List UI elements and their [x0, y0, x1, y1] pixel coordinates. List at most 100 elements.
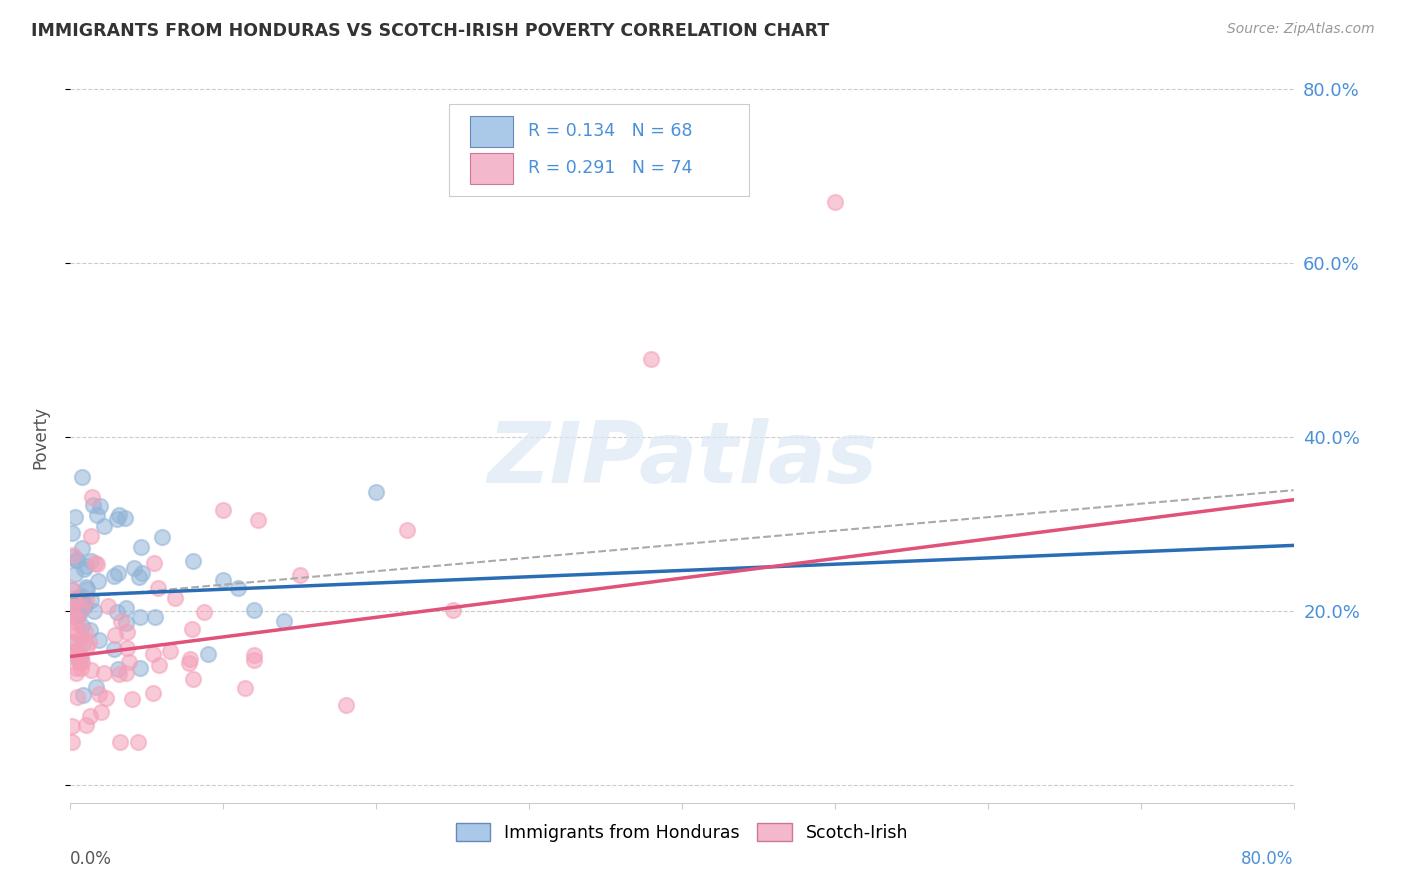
Point — [67, 592, 90, 607]
Point — [60, 526, 83, 541]
Point — [103, 641, 125, 656]
Point — [640, 351, 662, 366]
Point — [108, 666, 131, 681]
Point — [67, 608, 90, 623]
Point — [90, 705, 112, 719]
Point — [181, 554, 204, 568]
Point — [93, 519, 115, 533]
Point — [103, 569, 125, 583]
Point — [129, 541, 152, 555]
Point — [114, 601, 136, 615]
Point — [72, 593, 94, 607]
Point — [62, 549, 84, 564]
Point — [107, 566, 129, 581]
Point — [67, 599, 90, 613]
Point — [87, 574, 110, 589]
FancyBboxPatch shape — [450, 104, 749, 195]
Point — [79, 553, 101, 567]
Point — [62, 591, 84, 606]
Point — [395, 523, 418, 537]
Point — [63, 644, 86, 658]
Legend: Immigrants from Honduras, Scotch-Irish: Immigrants from Honduras, Scotch-Irish — [449, 816, 915, 849]
Point — [243, 603, 266, 617]
Bar — [470, 116, 513, 147]
Point — [107, 662, 129, 676]
Point — [824, 194, 846, 209]
Point — [79, 623, 101, 637]
Point — [143, 609, 166, 624]
Point — [82, 498, 104, 512]
Point — [80, 593, 103, 607]
Point — [75, 717, 97, 731]
Point — [63, 509, 86, 524]
Point — [181, 622, 204, 636]
Point — [62, 648, 84, 662]
Point — [62, 636, 84, 650]
Point — [65, 593, 87, 607]
Point — [193, 605, 215, 619]
Point — [94, 691, 117, 706]
Point — [70, 589, 93, 603]
Point — [66, 553, 89, 567]
Point — [142, 647, 165, 661]
Point — [110, 614, 132, 628]
Point — [73, 562, 96, 576]
Point — [66, 627, 89, 641]
Point — [67, 591, 90, 606]
Point — [108, 508, 131, 523]
Point — [76, 582, 98, 597]
Point — [66, 690, 89, 704]
Point — [77, 634, 100, 648]
Point — [75, 593, 97, 607]
Point — [63, 604, 86, 618]
Y-axis label: Poverty: Poverty — [31, 406, 49, 468]
Point — [60, 609, 83, 624]
Point — [65, 661, 87, 675]
Point — [181, 672, 204, 686]
Point — [60, 719, 83, 733]
Point — [104, 628, 127, 642]
Text: ZIPatlas: ZIPatlas — [486, 417, 877, 500]
Point — [70, 655, 93, 669]
Point — [86, 508, 108, 522]
Point — [66, 612, 89, 626]
Point — [82, 490, 104, 504]
Point — [65, 666, 87, 681]
Point — [69, 650, 91, 665]
Point — [75, 580, 97, 594]
Point — [86, 557, 108, 571]
Point — [70, 541, 93, 556]
Point — [75, 559, 97, 574]
Point — [142, 686, 165, 700]
Point — [63, 624, 86, 638]
Point — [65, 607, 87, 622]
Text: Source: ZipAtlas.com: Source: ZipAtlas.com — [1227, 22, 1375, 37]
Point — [197, 648, 219, 662]
Point — [62, 549, 84, 563]
Point — [79, 708, 101, 723]
Point — [129, 660, 152, 674]
Point — [65, 650, 87, 665]
Text: 80.0%: 80.0% — [1241, 850, 1294, 868]
Point — [159, 644, 181, 658]
Point — [70, 661, 93, 675]
Point — [73, 599, 96, 613]
Point — [247, 514, 270, 528]
Point — [143, 557, 166, 571]
Point — [105, 512, 128, 526]
Point — [72, 636, 94, 650]
Point — [118, 655, 141, 669]
Point — [212, 573, 235, 587]
Point — [84, 557, 107, 571]
Point — [89, 499, 111, 513]
Point — [70, 601, 93, 615]
Point — [60, 582, 83, 597]
Point — [80, 529, 103, 543]
Point — [72, 688, 94, 702]
Point — [63, 615, 86, 629]
Point — [235, 681, 257, 695]
Point — [115, 640, 138, 655]
Point — [70, 595, 93, 609]
Point — [97, 599, 120, 613]
Point — [76, 639, 98, 653]
